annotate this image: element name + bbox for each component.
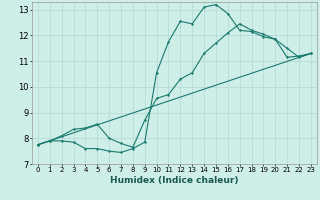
X-axis label: Humidex (Indice chaleur): Humidex (Indice chaleur) <box>110 176 239 185</box>
